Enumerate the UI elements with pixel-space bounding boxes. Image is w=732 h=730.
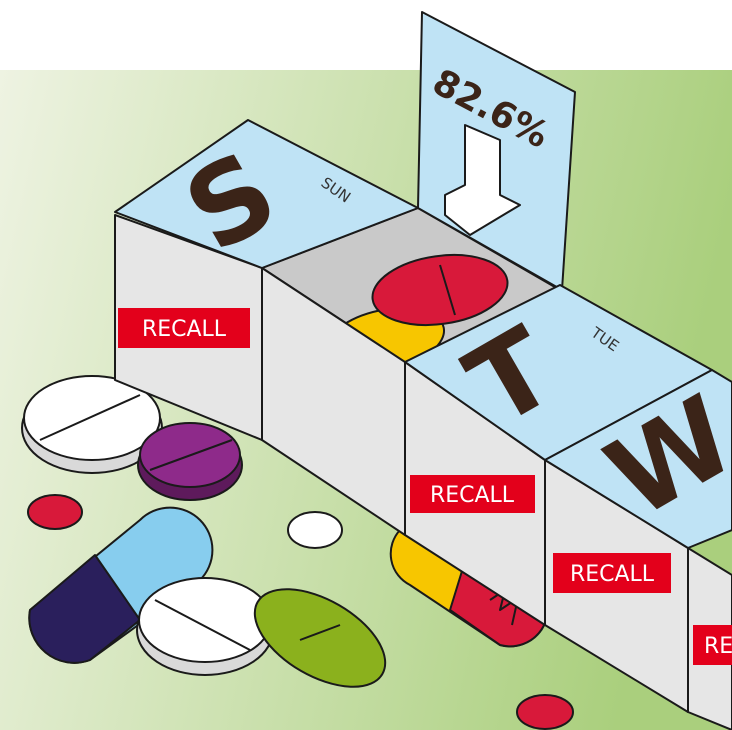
recall-label: RECALL xyxy=(430,483,515,508)
recall-label: RECALL xyxy=(570,562,655,587)
recall-label: RECALL xyxy=(704,634,732,659)
illustration: 82.6% S SUN T TUE W RECALL RECALL RECALL… xyxy=(0,0,732,730)
recall-label: RECALL xyxy=(142,317,227,342)
